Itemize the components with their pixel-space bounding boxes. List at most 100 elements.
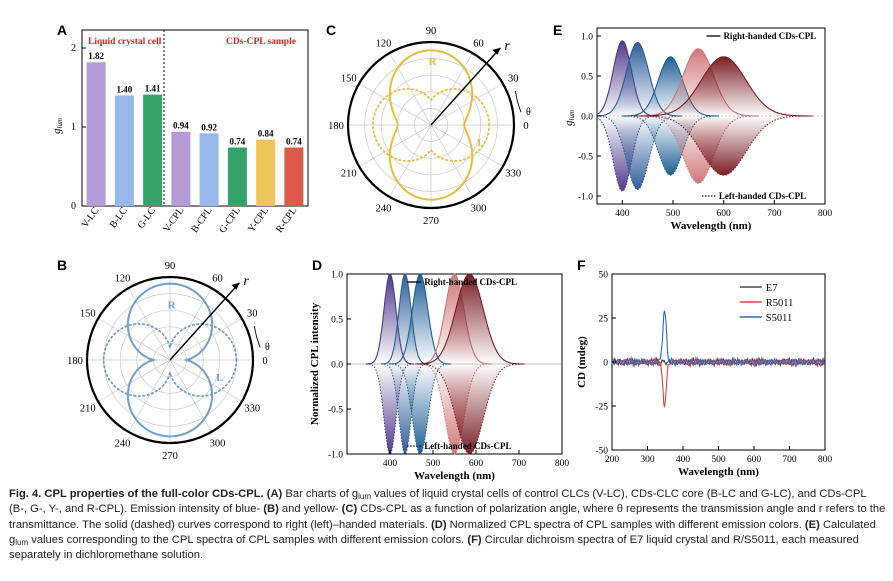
polar-angle-label: 60	[212, 274, 223, 285]
legend-right-label: Right-handed CDs-CPL	[424, 277, 517, 287]
x-tick-label: G-CPL	[217, 205, 243, 235]
polar-angle-label: 330	[244, 404, 260, 415]
polar-angle-label: 240	[376, 203, 392, 214]
x-tick-label: Y-CPL	[246, 205, 271, 234]
polar-theta-symbol: θ	[526, 107, 531, 118]
bar-value-label: 0.84	[258, 129, 274, 139]
polar-curve-left	[102, 323, 238, 397]
y-tick-label: 0.0	[581, 113, 593, 123]
panel-letter-c: C	[326, 22, 336, 38]
spectrum-fill-left	[634, 116, 813, 176]
cd-legend-label: R5011	[766, 298, 794, 309]
caption-e-post: values corresponding to the CPL spectra …	[28, 533, 468, 546]
y-tick-label: -1.0	[578, 193, 593, 203]
spectrum-curve-left	[597, 115, 683, 191]
y-tick-0: 0	[71, 201, 76, 212]
panel-letter-d: D	[312, 257, 322, 273]
spectrum-curve-left	[637, 115, 760, 184]
caption-a-sub: lum	[358, 492, 372, 501]
bar-value-label: 0.74	[230, 137, 246, 147]
polar-angle-label: 120	[376, 39, 392, 50]
y-tick-label: -50	[595, 447, 608, 457]
polar-theta-symbol: θ	[265, 342, 270, 353]
x-tick-label: 400	[615, 209, 630, 219]
y-axis-label: CD (mdeg)	[576, 336, 588, 388]
bar-y-cpl	[256, 139, 276, 206]
y-axis-label: glum	[51, 118, 64, 134]
group-label-cpl: CDs-CPL sample	[226, 37, 296, 47]
spectrum-curve-left	[416, 363, 493, 455]
y-tick-1: 1	[71, 122, 76, 133]
y-tick-label: 0.0	[331, 361, 343, 371]
caption-a-label: (A)	[266, 488, 283, 500]
x-tick-label: 500	[426, 459, 441, 469]
y-tick-label: 0.5	[331, 316, 343, 326]
polar-r-symbol: r	[504, 39, 510, 54]
caption-f-text: Circular dichroism spectra of E7 liquid …	[9, 533, 859, 562]
spectrum-curve-right	[634, 56, 813, 117]
polar-r-arrowhead	[492, 47, 501, 55]
caption-f-label: (F)	[467, 533, 482, 546]
legend-left-label: Left-handed CDs-CPL	[719, 191, 806, 201]
spectrum-curve-left	[634, 115, 813, 176]
polar-angle-label: 0	[262, 356, 267, 367]
caption-a-post: values of liquid crystal cells of contro…	[9, 488, 867, 516]
x-tick-label: 600	[469, 459, 484, 469]
x-tick-label: 800	[818, 455, 833, 465]
bar-v-lc	[86, 62, 106, 206]
x-tick-label: B-LC	[108, 205, 130, 230]
polar-curve-right	[388, 49, 474, 201]
caption-e-label: (E)	[804, 518, 820, 531]
panel-letter-b: B	[57, 257, 67, 273]
spectrum-fill-left	[414, 364, 525, 454]
x-tick-label: B-CPL	[189, 205, 214, 235]
y-tick-label: -0.5	[328, 406, 343, 416]
caption-e-pre: Calculated g	[9, 518, 876, 546]
spectrum-curve-right	[414, 273, 525, 365]
y-tick-label: 50	[599, 271, 609, 281]
legend-right-label: Right-handed CDs-CPL	[723, 31, 816, 41]
cd-legend-label: E7	[766, 283, 778, 294]
x-axis-label: Wavelength (nm)	[414, 470, 495, 482]
bar-v-cpl	[171, 131, 191, 206]
polar-angle-label: 330	[505, 169, 521, 180]
figure-4: A Liquid crystal cell CDs-CPL sample 0 1…	[51, 22, 832, 482]
panel-d-spectra: D 400 500 600 700 800 1.0 0.5 0.0 -0.5 -1.0 Wavele…	[309, 257, 569, 482]
panel-a-bar-chart: A Liquid crystal cell CDs-CPL sample 0 1…	[51, 22, 309, 235]
spectrum-fill-right	[389, 274, 452, 364]
figure-caption: Fig. 4. CPL properties of the full-color…	[9, 487, 887, 563]
spectrum-fill-left	[621, 116, 720, 176]
bar-value-label: 0.74	[286, 137, 302, 147]
caption-a-pre: Bar charts of g	[282, 488, 359, 500]
legend-left-label: Left-handed CDs-CPL	[424, 441, 511, 451]
caption-c-label: (C)	[341, 503, 358, 516]
spectrum-fill-right	[381, 274, 430, 364]
bar-g-cpl	[227, 147, 247, 206]
x-tick-label: 600	[717, 209, 732, 219]
x-tick-label: 500	[711, 455, 726, 465]
bar-g-lc	[143, 94, 163, 206]
polar-angle-label: 180	[67, 356, 83, 367]
panel-letter-a: A	[57, 22, 67, 38]
spectrum-fill-right	[365, 274, 415, 364]
spectrum-curve-left	[621, 115, 720, 176]
x-tick-label: 400	[676, 455, 691, 465]
caption-b-label: (B)	[263, 503, 279, 516]
spectrum-fill-left	[389, 364, 452, 454]
x-tick-label: 800	[555, 459, 570, 469]
spectrum-curve-left	[414, 363, 525, 455]
polar-angle-label: 60	[473, 39, 484, 50]
polar-angle-label: 30	[508, 74, 519, 85]
panel-f-cd: F E7 R5011 S5011 200 300 400 500 600 700 800 50 25 0…	[576, 257, 832, 478]
polar-series-label-r: R	[168, 300, 177, 312]
polar-angle-label: 240	[115, 438, 131, 449]
polar-angle-label: 90	[426, 26, 437, 37]
x-tick-label: 700	[512, 459, 527, 469]
polar-curve-right	[126, 282, 214, 438]
polar-angle-label: 30	[247, 309, 258, 320]
panel-letter-f: F	[577, 257, 586, 273]
x-tick-label: 600	[747, 455, 762, 465]
polar-angle-label: 150	[80, 309, 96, 320]
